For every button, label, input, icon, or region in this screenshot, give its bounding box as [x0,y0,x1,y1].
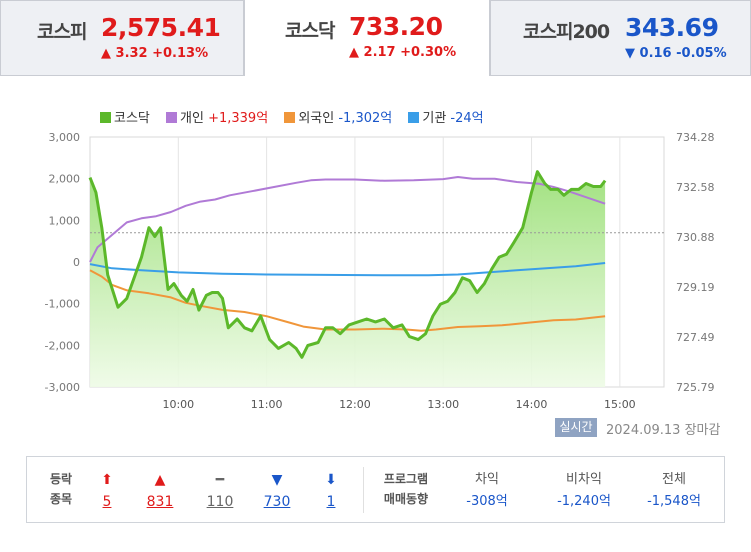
y-right-tick-label: 725.79 [676,381,715,394]
legend-label: 개인 [180,111,204,126]
stat-icon: ⬇ [325,472,337,488]
tab-value: 343.69 [625,13,719,42]
y-left-tick-label: 3,000 [49,131,81,144]
program-col-value: -1,548억 [647,494,701,509]
y-right-tick-label: 732.58 [676,181,715,194]
stat-icon: ⬆ [101,472,113,488]
institution-line [89,262,606,277]
legend-swatch [408,112,420,123]
legend-foreign: 외국인 -1,302억 [284,111,392,126]
stat-icon: ━ [215,472,225,488]
individual-line [89,176,606,263]
stat-count[interactable]: 730 [263,494,291,510]
tab-name: 코스피200 [523,21,610,43]
y-left-tick-label: 1,000 [49,214,81,227]
x-tick-label: 12:00 [339,398,371,411]
program-col: 비차익 -1,240억 [547,469,621,513]
y-left-tick-label: -3,000 [45,381,80,394]
tab-name: 코스닥 [285,20,335,42]
legend-swatch [284,112,296,123]
stat-col: ⬆ 5 [89,469,125,513]
tab-value: 733.20 [349,12,443,41]
stats-label-line1: 등락 [49,472,73,486]
x-tick-label: 13:00 [427,398,459,411]
foreign-line [89,269,606,332]
y-left-tick-label: 0 [73,256,80,269]
legend-kosdaq: 코스닥 [100,111,150,126]
y-right-tick-label: 727.49 [676,331,715,344]
x-tick-label: 11:00 [251,398,283,411]
realtime-button[interactable]: 실시간 [555,418,597,437]
stat-count[interactable]: 831 [146,494,174,510]
stat-col: ━ 110 [202,469,238,513]
stats-label-line2: 종목 [49,492,73,506]
legend-institution: 기관 -24억 [408,111,484,126]
legend-swatch [166,112,178,123]
tab-change: ▲ 2.17 +0.30% [349,45,457,60]
tab-kosdaq[interactable]: 코스닥 733.20 ▲ 2.17 +0.30% [244,0,490,76]
stat-col: ▼ 730 [259,469,295,513]
stat-count[interactable]: 5 [102,494,112,510]
market-stats: 등락 종목 ⬆ 5 ▲ 831 ━ 110 ▼ 730 ⬇ 1 프로그램 매매동향 차익 -308억… [26,456,725,523]
index-tabs: 코스피 2,575.41 ▲ 3.32 +0.13% 코스닥 733.20 ▲ … [0,0,751,76]
legend-individual: 개인 +1,339억 [166,111,268,126]
stat-count[interactable]: 110 [206,494,234,510]
program-col: 차익 -308억 [455,469,519,513]
x-tick-label: 14:00 [516,398,548,411]
program-col-label: 전체 [662,472,686,487]
tab-value: 2,575.41 [101,13,221,42]
stats-divider [363,467,364,513]
stat-icon: ▼ [271,472,283,488]
program-col-value: -308억 [466,494,508,509]
chart-legend: 코스닥 개인 +1,339억 외국인 -1,302억 기관 -24억 [100,107,496,126]
stat-icon: ▲ [154,472,166,488]
legend-value: -1,302억 [338,111,393,126]
y-left-tick-label: -1,000 [45,298,80,311]
legend-value: +1,339억 [208,111,269,126]
legend-label: 외국인 [298,111,335,126]
program-label-line1: 프로그램 [383,472,429,486]
tab-change: ▼ 0.16 -0.05% [625,46,727,61]
tab-change: ▲ 3.32 +0.13% [101,46,209,61]
y-right-tick-label: 730.88 [676,231,715,244]
y-right-tick-label: 729.19 [676,281,715,294]
stats-label: 등락 종목 [43,469,79,509]
kosdaq-line [88,170,607,359]
legend-value: -24억 [450,111,484,126]
stat-col: ▲ 831 [142,469,178,513]
legend-swatch [100,112,111,123]
y-left-tick-label: -2,000 [45,339,80,352]
legend-label: 기관 [422,111,447,126]
program-label-line2: 매매동향 [383,492,429,506]
legend-label: 코스닥 [114,111,150,126]
program-label: 프로그램 매매동향 [375,469,437,509]
stat-count[interactable]: 1 [326,494,336,510]
tab-kospi200[interactable]: 코스피200 343.69 ▼ 0.16 -0.05% [490,0,751,76]
program-col-label: 차익 [475,472,499,487]
kosdaq-area [90,171,606,387]
tab-kospi[interactable]: 코스피 2,575.41 ▲ 3.32 +0.13% [0,0,244,76]
y-left-tick-label: 2,000 [49,173,81,186]
tab-name: 코스피 [37,21,87,43]
y-right-tick-label: 734.28 [676,131,715,144]
program-col-value: -1,240억 [557,494,611,509]
x-tick-label: 15:00 [604,398,636,411]
stat-col: ⬇ 1 [313,469,349,513]
program-col-label: 비차익 [566,472,602,487]
market-datetime: 2024.09.13 장마감 [606,423,721,438]
program-col: 전체 -1,548억 [637,469,711,513]
x-tick-label: 10:00 [162,398,194,411]
